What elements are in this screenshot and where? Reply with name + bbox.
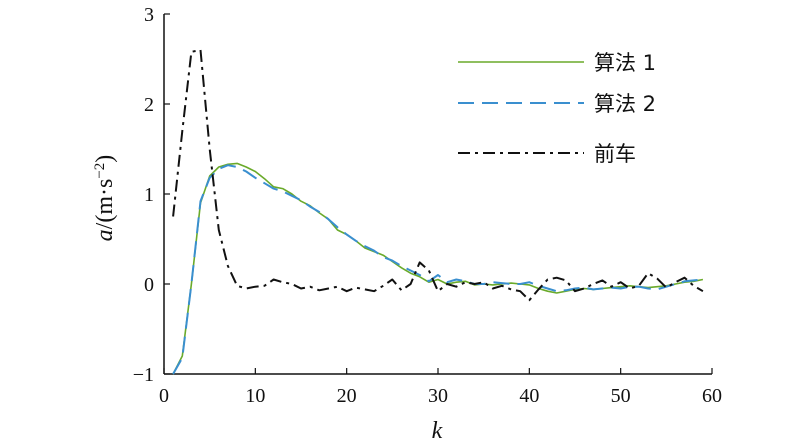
y-axis-title: a/(m·s−2) [92,155,118,242]
y-axis-title-exponent: −2 [92,163,108,179]
y-tick-label: 2 [144,94,154,116]
y-tick-label: 1 [144,184,154,206]
y-tick-label: 0 [144,274,154,296]
x-tick-label: 60 [702,385,722,407]
y-tick-label: 3 [144,4,154,26]
x-tick-label: 10 [245,385,265,407]
legend-label-3: 前车 [594,142,636,166]
x-tick-label: 0 [159,385,169,407]
legend-label-1: 算法 1 [594,51,656,75]
x-tick-label: 50 [611,385,631,407]
y-axis-title-symbol: a [92,229,118,241]
x-axis-title: k [432,418,443,444]
y-axis-title-unit: /(m·s [92,179,118,230]
series-lines [172,49,704,375]
x-tick-label: 40 [519,385,539,407]
legend-label-2: 算法 2 [594,92,656,116]
legend: 算法 1 算法 2 前车 [458,51,656,166]
x-tick-label: 20 [337,385,357,407]
y-tick-label: −1 [133,364,154,386]
series-line-2 [172,164,703,375]
y-axis-title-close: ) [92,155,118,163]
series-line-1 [172,162,704,375]
x-tick-label: 30 [428,385,448,407]
